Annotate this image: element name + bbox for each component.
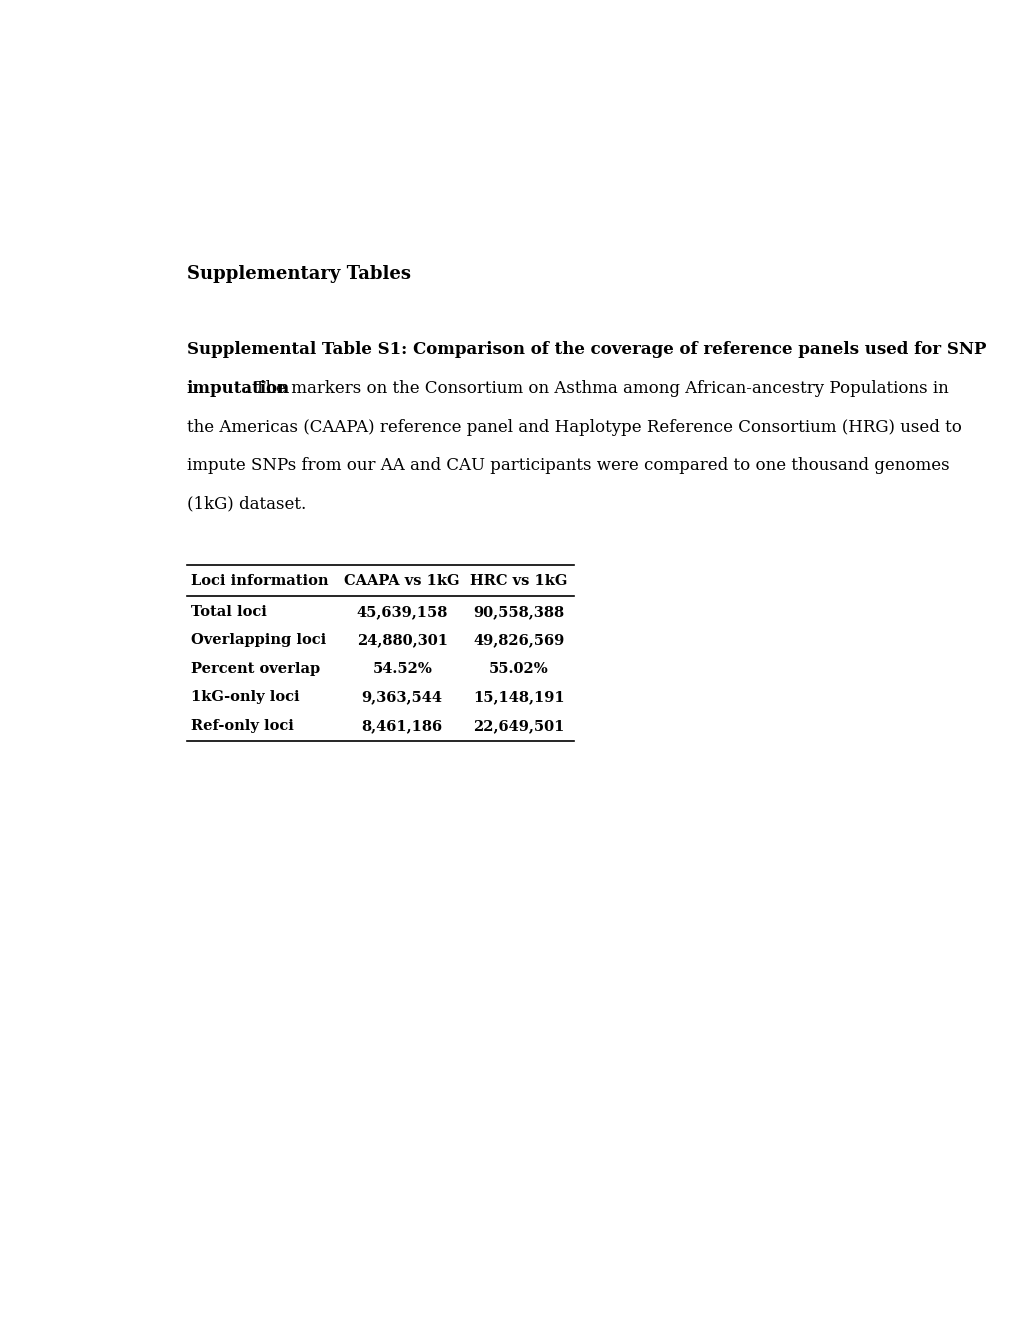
- Text: 9,363,544: 9,363,544: [362, 690, 442, 705]
- Text: the Americas (CAAPA) reference panel and Haplotype Reference Consortium (HRG) us: the Americas (CAAPA) reference panel and…: [186, 418, 961, 436]
- Text: . The markers on the Consortium on Asthma among African-ancestry Populations in: . The markers on the Consortium on Asthm…: [244, 380, 948, 397]
- Text: 55.02%: 55.02%: [488, 661, 548, 676]
- Text: Overlapping loci: Overlapping loci: [191, 634, 326, 647]
- Text: 45,639,158: 45,639,158: [357, 605, 447, 619]
- Text: 22,649,501: 22,649,501: [473, 719, 564, 733]
- Text: 54.52%: 54.52%: [372, 661, 432, 676]
- Text: 15,148,191: 15,148,191: [473, 690, 565, 705]
- Text: 24,880,301: 24,880,301: [357, 634, 447, 647]
- Text: imputation: imputation: [186, 380, 289, 397]
- Text: impute SNPs from our AA and CAU participants were compared to one thousand genom: impute SNPs from our AA and CAU particip…: [186, 457, 949, 474]
- Text: HRC vs 1kG: HRC vs 1kG: [470, 574, 567, 587]
- Text: 90,558,388: 90,558,388: [473, 605, 564, 619]
- Text: Supplemental Table S1: Comparison of the coverage of reference panels used for S: Supplemental Table S1: Comparison of the…: [186, 342, 985, 358]
- Text: Ref-only loci: Ref-only loci: [191, 719, 293, 733]
- Text: Percent overlap: Percent overlap: [191, 661, 320, 676]
- Text: 1kG-only loci: 1kG-only loci: [191, 690, 299, 705]
- Text: Supplementary Tables: Supplementary Tables: [186, 265, 411, 282]
- Text: Total loci: Total loci: [191, 605, 266, 619]
- Text: Loci information: Loci information: [191, 574, 328, 587]
- Text: (1kG) dataset.: (1kG) dataset.: [186, 496, 306, 513]
- Text: CAAPA vs 1kG: CAAPA vs 1kG: [344, 574, 460, 587]
- Text: 8,461,186: 8,461,186: [362, 719, 442, 733]
- Text: 49,826,569: 49,826,569: [473, 634, 564, 647]
